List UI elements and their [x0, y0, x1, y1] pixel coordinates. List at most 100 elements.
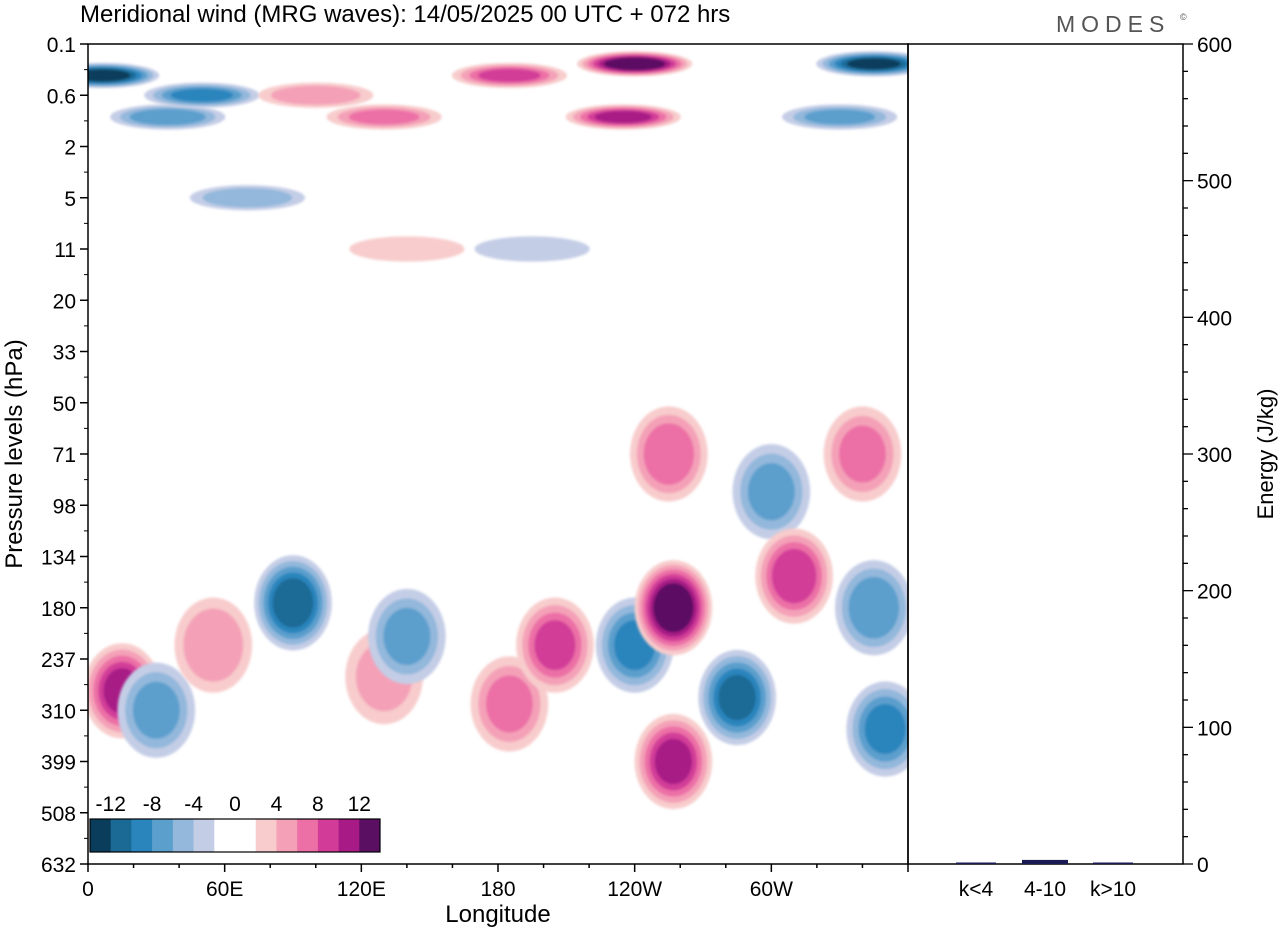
energy-category-label: k>10	[1090, 878, 1136, 901]
wind-anomaly-cell	[174, 597, 253, 693]
colorbar-tick-label: 8	[312, 793, 324, 816]
wind-anomaly-cell	[835, 560, 908, 656]
x-tick-label: 120W	[607, 878, 662, 901]
x-axis-label: Longitude	[445, 901, 550, 928]
contour-level	[202, 188, 293, 208]
colorbar-swatch	[131, 819, 153, 852]
contour-level	[804, 109, 876, 125]
contour-level	[270, 85, 361, 105]
contour-level	[129, 108, 206, 126]
contour-level	[848, 576, 900, 639]
colorbar-tick-label: -12	[96, 793, 126, 816]
wind-anomaly-cell	[88, 62, 160, 89]
contour-level	[847, 58, 901, 70]
colorbar-tick-label: 0	[229, 793, 241, 816]
contour-level	[747, 463, 795, 521]
contour-level	[656, 587, 690, 628]
colorbar-swatch	[90, 819, 112, 852]
contour-level	[349, 236, 465, 262]
logo-text: MODES	[1056, 11, 1170, 37]
wind-anomaly-cell	[577, 51, 693, 77]
wind-anomaly-cell	[258, 82, 374, 108]
colorbar-swatch	[338, 819, 360, 852]
y-tick-label: 2	[64, 137, 76, 160]
wind-anomaly-cell	[516, 597, 594, 693]
logo-mark: ©	[1180, 12, 1187, 22]
wind-anomaly-cell	[634, 713, 713, 810]
wind-anomaly-cell	[144, 82, 260, 108]
energy-bar	[1093, 862, 1133, 864]
wind-anomaly-cell	[823, 406, 902, 502]
x-tick-label: 180	[480, 878, 515, 901]
contour-level	[594, 110, 652, 124]
y-tick-label: 11	[54, 239, 76, 262]
energy-tick-label: 500	[1197, 171, 1232, 194]
colorbar-tick-label: -4	[184, 793, 203, 816]
contour-level	[485, 675, 533, 733]
wind-anomaly-cell	[782, 104, 898, 130]
wind-anomaly-cell	[846, 681, 908, 777]
chart-title: Meridional wind (MRG waves): 14/05/2025 …	[80, 1, 730, 28]
contour-level	[132, 681, 180, 739]
y-tick-label: 180	[41, 598, 76, 621]
colorbar-swatch	[172, 819, 194, 852]
colorbar-swatch	[255, 819, 277, 852]
contour-level	[718, 674, 756, 721]
colorbar-tick-label: -8	[143, 793, 162, 816]
energy-axis-label: Energy (J/kg)	[1253, 389, 1278, 520]
energy-tick-label: 100	[1197, 717, 1232, 740]
wind-anomaly-cell	[349, 236, 465, 262]
contour-level	[609, 58, 661, 70]
y-tick-label: 508	[41, 803, 76, 826]
contour-level	[183, 608, 244, 682]
wind-anomaly-cell	[110, 104, 226, 130]
energy-tick-label: 300	[1197, 444, 1232, 467]
colorbar-swatch	[152, 819, 174, 852]
longitude-axis: 0 60E 120E 180 120W 60W	[82, 864, 909, 901]
contour-level	[170, 88, 234, 102]
wind-anomaly-cell	[634, 560, 713, 656]
y-tick-label: 71	[53, 444, 76, 467]
y-tick-label: 33	[53, 342, 76, 365]
pressure-axis: 0.1 0.6 2 5 11 20 33 50 71 98 134 180 237 310 399 508 63…	[41, 34, 88, 877]
contour-level	[771, 548, 817, 604]
energy-bar	[956, 862, 996, 864]
energy-bar	[1022, 859, 1068, 864]
contour-level	[839, 425, 886, 483]
energy-category-label: 4-10	[1024, 878, 1066, 901]
wind-anomaly-cell	[816, 51, 908, 77]
wind-anomaly-cell	[630, 406, 708, 502]
x-tick-label: 120E	[337, 878, 386, 901]
colorbar-swatch	[359, 819, 381, 852]
energy-category-label: k<4	[959, 878, 994, 901]
contour-level	[478, 68, 541, 83]
energy-tick-label: 600	[1197, 34, 1232, 57]
contour-level	[474, 236, 590, 262]
colorbar-frame	[89, 818, 381, 853]
contour-level	[643, 423, 695, 485]
y-tick-label: 50	[53, 393, 76, 416]
x-tick-label: 60E	[206, 878, 243, 901]
y-tick-label: 310	[41, 700, 76, 723]
heatmap-layer	[88, 51, 908, 810]
wind-anomaly-cell	[470, 656, 549, 752]
contour-level	[654, 738, 693, 785]
modes-logo: MODES ©	[1056, 11, 1187, 37]
contour-level	[88, 69, 131, 82]
wind-anomaly-cell	[565, 104, 681, 130]
colorbar-swatch	[193, 819, 215, 852]
energy-panel-frame	[907, 43, 1184, 865]
x-tick-label: 60W	[750, 878, 793, 901]
wind-anomaly-cell	[755, 528, 833, 624]
colorbar-tick-label: 12	[348, 793, 371, 816]
wind-anomaly-cell	[451, 62, 567, 89]
wind-anomaly-cell	[189, 185, 306, 211]
energy-bars: k<4 4-10 k>10	[956, 859, 1136, 901]
wind-anomaly-cell	[698, 649, 776, 746]
y-tick-label: 5	[64, 188, 76, 211]
y-tick-label: 399	[41, 752, 76, 775]
colorbar-tick-label: 4	[271, 793, 283, 816]
colorbar-swatch	[235, 819, 257, 852]
y-tick-label: 632	[41, 854, 76, 877]
contour-level	[348, 109, 420, 125]
